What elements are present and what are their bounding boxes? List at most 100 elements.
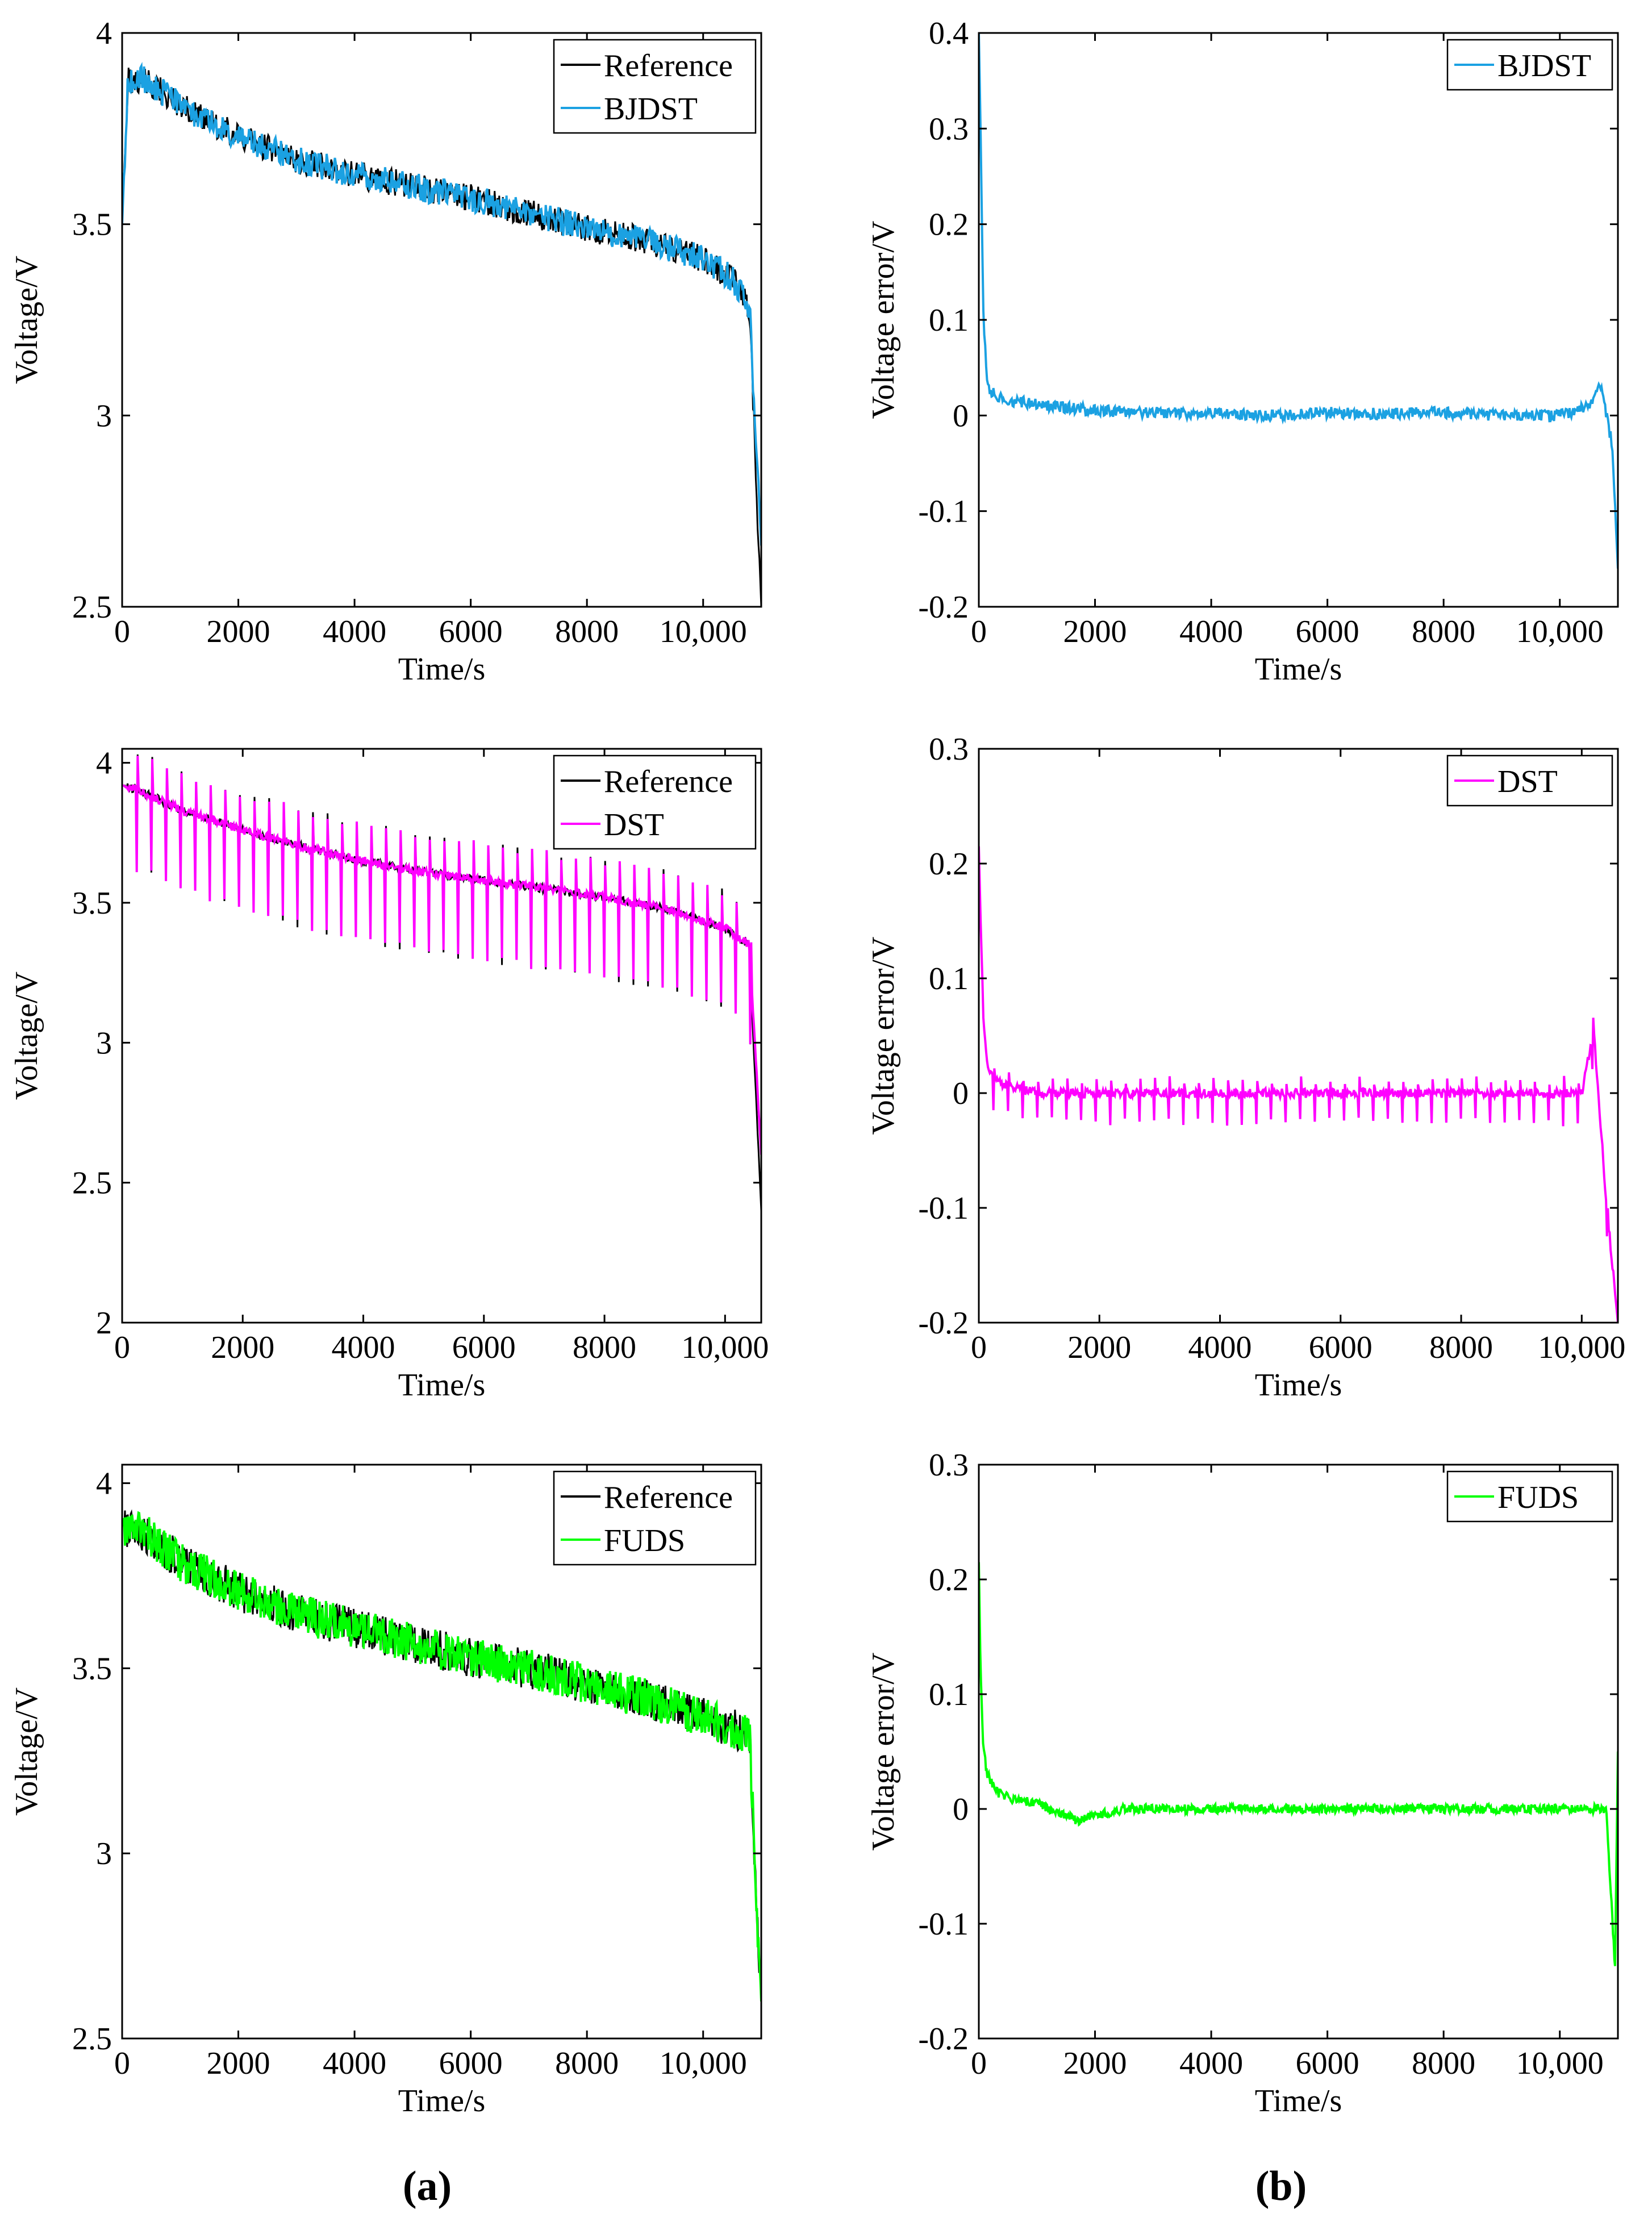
y-tick-label: 3.5 <box>72 1651 112 1686</box>
x-tick-label: 6000 <box>439 2046 503 2081</box>
x-tick-label: 0 <box>971 1330 987 1365</box>
x-axis-label: Time/s <box>398 652 486 687</box>
series-line-fuds <box>979 1562 1618 1966</box>
x-tick-label: 0 <box>114 614 130 649</box>
x-tick-label: 10,000 <box>681 1330 769 1365</box>
y-axis-label: Voltage error/V <box>866 221 901 419</box>
chart-a1: 0 2000 4000 6000 8000 10,000 2.5 3 3.5 4 Time/s Vol… <box>9 16 762 687</box>
chart-b3: 0 2000 4000 6000 8000 10,000 -0.2 -0.1 0 0.1 0.2 0.… <box>866 1448 1619 2119</box>
y-tick-label: -0.1 <box>918 1191 969 1226</box>
x-tick-label: 2000 <box>207 2046 270 2081</box>
y-tick-label: 0.3 <box>929 1448 969 1483</box>
x-tick-label: 8000 <box>573 1330 636 1365</box>
series-group <box>122 754 761 1211</box>
legend-label: BJDST <box>1497 48 1591 84</box>
legend: Reference DST <box>553 754 757 850</box>
plot-frame <box>121 748 762 1324</box>
legend-label: Reference <box>604 764 733 799</box>
y-tick-label: 0.2 <box>929 847 969 882</box>
plot-frame <box>978 748 1619 1324</box>
y-tick-label: 0.1 <box>929 1677 969 1712</box>
y-tick-label: 0.3 <box>929 111 969 147</box>
y-tick-label: 2.5 <box>72 590 112 625</box>
legend-label: BJDST <box>604 91 698 127</box>
chart-b2: 0 2000 4000 6000 8000 10,000 -0.2 -0.1 0 0.1 0.2 0.… <box>866 732 1625 1403</box>
x-tick-label: 10,000 <box>1516 2046 1604 2081</box>
y-tick-label: 3.5 <box>72 207 112 243</box>
legend-box <box>553 39 757 134</box>
x-tick-label: 8000 <box>1412 614 1475 649</box>
y-axis-label: Voltage error/V <box>866 937 901 1135</box>
y-tick-label: -0.2 <box>918 2021 969 2057</box>
x-axis-label: Time/s <box>1255 652 1342 687</box>
y-tick-label: -0.1 <box>918 494 969 530</box>
plot-frame <box>121 1464 762 2040</box>
y-tick-label: 2.5 <box>72 2021 112 2057</box>
y-tick-label: 3.5 <box>72 886 112 921</box>
legend: DST <box>1446 754 1613 807</box>
y-axis-label: Voltage error/V <box>866 1653 901 1851</box>
legend: Reference FUDS <box>553 1470 757 1566</box>
legend-box <box>553 1470 757 1566</box>
legend-box <box>553 754 757 850</box>
y-tick-label: -0.1 <box>918 1907 969 1942</box>
plot-frame <box>978 32 1619 608</box>
x-tick-label: 4000 <box>323 614 386 649</box>
x-tick-label: 2000 <box>211 1330 274 1365</box>
y-tick-label: 2 <box>96 1306 112 1341</box>
y-tick-label: 4 <box>96 746 112 781</box>
y-axis-label: Voltage/V <box>9 1687 44 1816</box>
legend-label: FUDS <box>1497 1480 1579 1515</box>
series-line-bjdst <box>122 61 761 546</box>
legend: Reference BJDST <box>553 39 757 134</box>
series-group <box>122 1509 761 2002</box>
legend-label: Reference <box>604 48 733 84</box>
x-tick-label: 8000 <box>1429 1330 1493 1365</box>
x-tick-label: 10,000 <box>660 2046 747 2081</box>
series-line-bjdst <box>979 33 1618 569</box>
series-group <box>979 1562 1618 1966</box>
x-tick-label: 8000 <box>555 2046 619 2081</box>
x-tick-label: 4000 <box>1179 2046 1243 2081</box>
y-tick-label: 0.4 <box>929 16 969 51</box>
y-tick-label: 0 <box>953 1792 969 1827</box>
y-tick-label: 4 <box>96 16 112 51</box>
x-tick-label: 8000 <box>1412 2046 1475 2081</box>
legend-label: FUDS <box>604 1523 685 1558</box>
x-tick-label: 2000 <box>1067 1330 1131 1365</box>
x-tick-label: 6000 <box>1296 2046 1359 2081</box>
series-line-fuds <box>122 1511 761 2002</box>
panel-label-b: (b) <box>1255 2163 1307 2210</box>
legend-label: Reference <box>604 1480 733 1515</box>
legend-label: DST <box>604 807 664 843</box>
x-tick-label: 4000 <box>323 2046 386 2081</box>
y-axis-label: Voltage/V <box>9 256 44 384</box>
x-tick-label: 2000 <box>1063 2046 1127 2081</box>
x-axis-label: Time/s <box>398 2083 486 2119</box>
y-tick-label: 0.1 <box>929 303 969 338</box>
x-tick-label: 4000 <box>332 1330 395 1365</box>
x-tick-label: 2000 <box>207 614 270 649</box>
y-tick-label: 0.3 <box>929 732 969 767</box>
x-tick-label: 10,000 <box>1538 1330 1625 1365</box>
x-tick-label: 6000 <box>439 614 503 649</box>
x-tick-label: 0 <box>971 614 987 649</box>
series-group <box>122 61 761 607</box>
y-tick-label: -0.2 <box>918 1306 969 1341</box>
legend-label: DST <box>1497 764 1558 799</box>
x-axis-label: Time/s <box>398 1368 486 1403</box>
x-tick-label: 4000 <box>1188 1330 1252 1365</box>
chart-a3: 0 2000 4000 6000 8000 10,000 2.5 3 3.5 4 Time/s Vol… <box>9 1464 762 2119</box>
x-tick-label: 0 <box>114 1330 130 1365</box>
y-tick-label: -0.2 <box>918 590 969 625</box>
series-group <box>979 846 1618 1323</box>
x-axis-label: Time/s <box>1255 1368 1342 1403</box>
x-tick-label: 6000 <box>1309 1330 1373 1365</box>
series-line-dst <box>979 846 1618 1323</box>
chart-a2: 0 2000 4000 6000 8000 10,000 2 2.5 3 3.5 4 Time/s Vo… <box>9 746 769 1403</box>
x-tick-label: 2000 <box>1063 614 1127 649</box>
y-tick-label: 0.2 <box>929 207 969 243</box>
y-axis-label: Voltage/V <box>9 972 44 1100</box>
x-tick-label: 10,000 <box>1516 614 1604 649</box>
